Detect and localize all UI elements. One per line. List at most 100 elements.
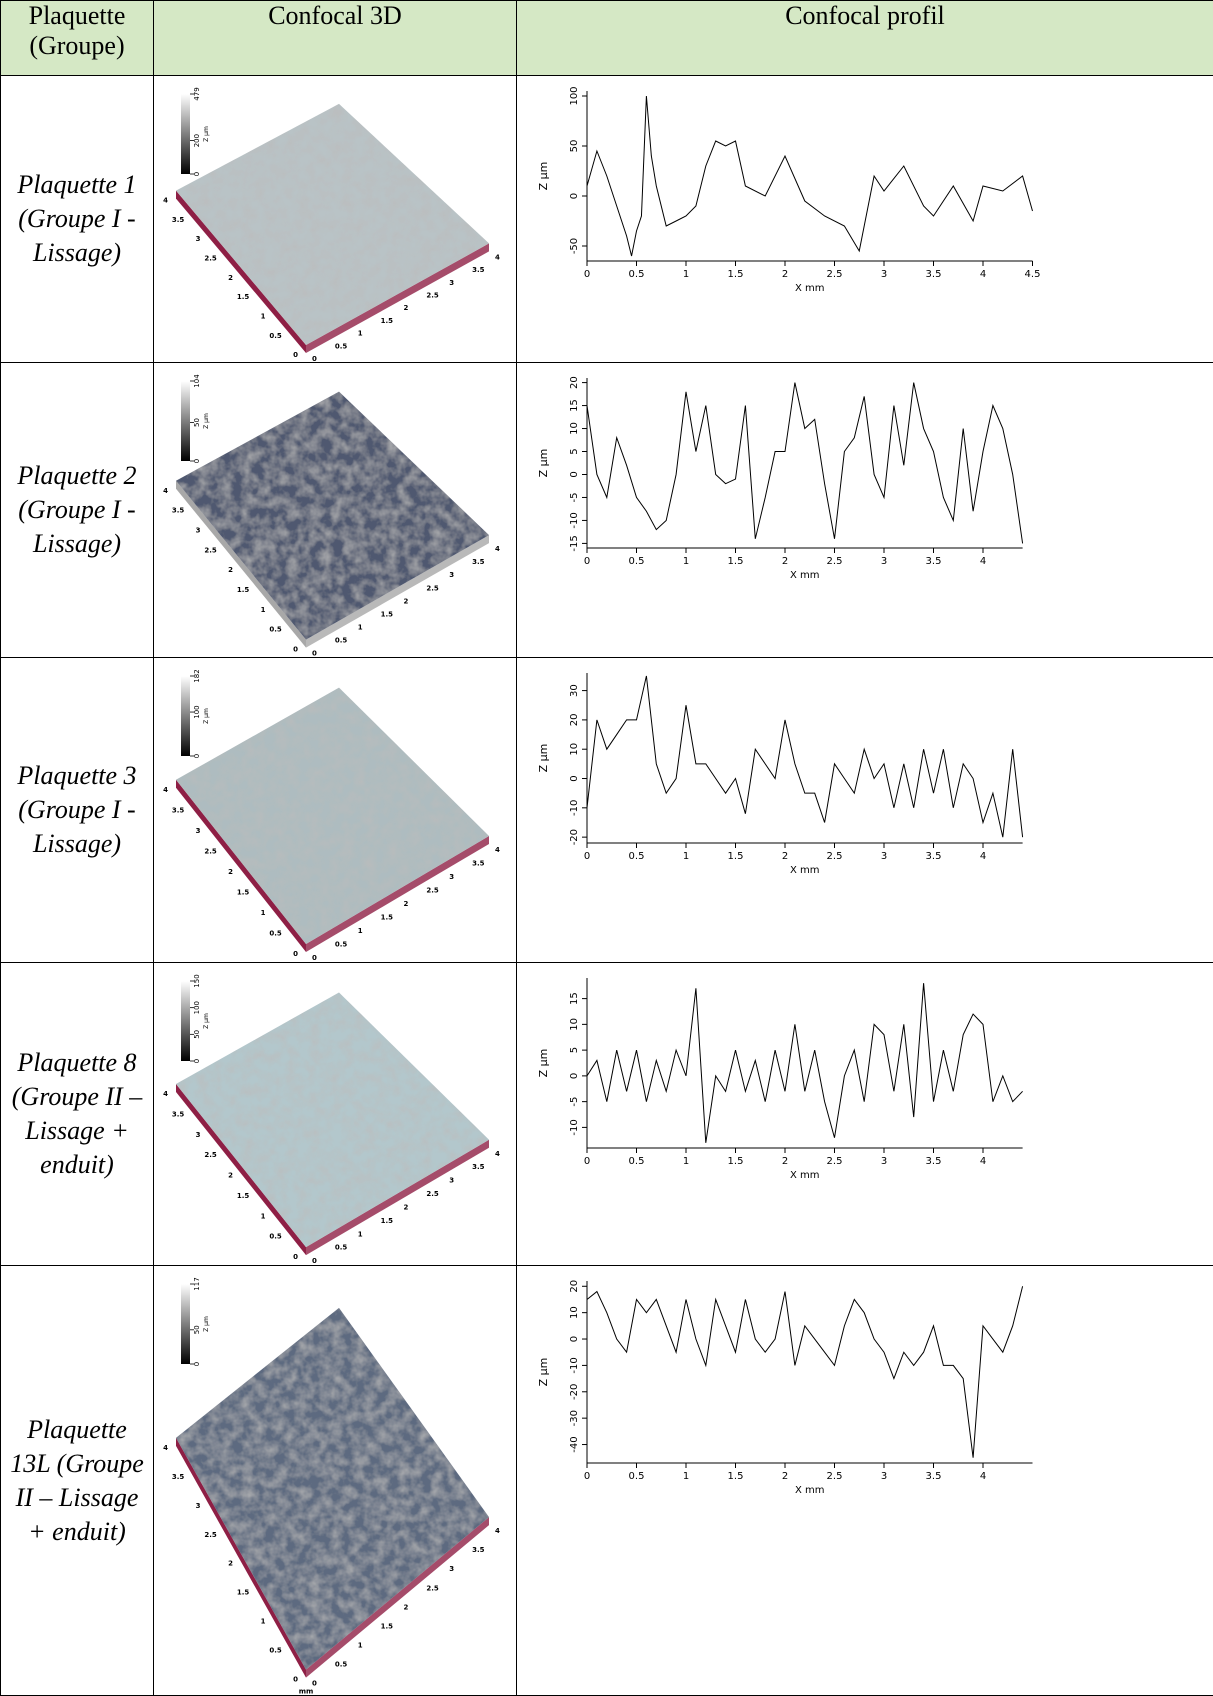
axis-tick-label: 0.5 — [269, 332, 282, 340]
x-tick-label: 0.5 — [629, 1471, 645, 1482]
colorbar-label: 182 — [193, 669, 201, 682]
axis-tick-label: 0.5 — [269, 626, 282, 634]
colorbar-label: 150 — [193, 974, 201, 987]
y-tick-label: 50 — [569, 140, 580, 153]
x-tick-label: 0.5 — [629, 1156, 645, 1167]
axis-tick-label: 1.5 — [237, 1589, 250, 1597]
axis-unit: mm — [299, 1688, 314, 1695]
y-tick-label: -10 — [569, 800, 580, 816]
x-tick-label: 2.5 — [827, 851, 843, 862]
colorbar — [181, 94, 190, 174]
y-tick-label: 20 — [569, 714, 580, 727]
x-axis-title: X mm — [795, 1485, 825, 1496]
x-tick-label: 3 — [881, 1471, 887, 1482]
x-tick-label: 1.5 — [728, 1156, 744, 1167]
axis-tick-label: 0 — [312, 355, 317, 362]
colorbar-label: 0 — [193, 1362, 201, 1366]
y-tick-label: -10 — [569, 1119, 580, 1135]
axis-tick-label: 2 — [404, 304, 409, 312]
axis-tick-label: 0 — [293, 1676, 298, 1684]
x-tick-label: 0.5 — [629, 269, 645, 280]
axis-tick-label: 3.5 — [472, 859, 485, 867]
axis-tick-label: 2 — [404, 1603, 409, 1611]
axis-tick-label: 4 — [163, 1444, 168, 1452]
x-axis-title: X mm — [790, 570, 820, 581]
axis-tick-label: 1 — [261, 606, 266, 614]
y-tick-label: 0 — [569, 1073, 580, 1079]
profile-line — [587, 96, 1033, 256]
y-tick-label: 5 — [569, 1047, 580, 1053]
axis-tick-label: 1 — [261, 1618, 266, 1626]
x-tick-label: 3.5 — [926, 1156, 942, 1167]
x-tick-label: 4 — [980, 269, 986, 280]
colorbar-title: Z µm — [203, 1013, 210, 1029]
y-tick-label: -10 — [569, 1357, 580, 1373]
y-tick-label: 20 — [569, 376, 580, 389]
axis-tick-label: 4 — [495, 1527, 500, 1535]
axis-tick-label: 1 — [358, 1641, 363, 1649]
colorbar-label: 0 — [193, 459, 201, 463]
y-axis-title: Z µm — [537, 744, 550, 773]
axis-tick-label: 3.5 — [472, 1546, 485, 1554]
x-tick-label: 0.5 — [629, 851, 645, 862]
x-axis-title: X mm — [790, 865, 820, 876]
y-tick-label: -5 — [569, 1097, 580, 1107]
profile-line — [587, 676, 1023, 837]
axis-tick-label: 3.5 — [172, 806, 185, 814]
x-tick-label: 3.5 — [926, 1471, 942, 1482]
row: Plaquette 8 (Groupe II – Lissage + endui… — [1, 963, 1213, 1266]
x-tick-label: 2 — [782, 556, 788, 567]
y-tick-label: -10 — [569, 512, 580, 528]
surface-top — [176, 104, 489, 345]
axis-tick-label: 2 — [228, 1172, 233, 1180]
x-tick-label: 3.5 — [926, 851, 942, 862]
y-tick-label: 15 — [569, 992, 580, 1005]
colorbar-label: 104 — [193, 374, 201, 388]
axis-tick-label: 0 — [312, 1680, 317, 1688]
axis-tick-label: 3.5 — [172, 216, 185, 224]
axis-tick-label: 3 — [449, 1177, 454, 1185]
y-tick-label: -15 — [569, 535, 580, 551]
axis-tick-label: 1 — [358, 1230, 363, 1238]
y-tick-label: 10 — [569, 422, 580, 435]
y-tick-label: 10 — [569, 743, 580, 756]
axis-tick-label: 4 — [163, 197, 168, 205]
colorbar-label: 50 — [193, 418, 201, 427]
x-tick-label: 0 — [584, 269, 590, 280]
x-tick-label: 3 — [881, 556, 887, 567]
surface-top — [176, 688, 489, 944]
axis-tick-label: 2 — [228, 1560, 233, 1568]
x-tick-label: 4 — [980, 556, 986, 567]
axis-tick-label: 1.5 — [381, 1217, 394, 1225]
y-tick-label: -40 — [569, 1436, 580, 1452]
axis-tick-label: 2.5 — [204, 546, 217, 554]
axis-tick-label: 2 — [404, 1203, 409, 1211]
axis-tick-label: 1.5 — [237, 888, 250, 896]
x-tick-label: 1.5 — [728, 1471, 744, 1482]
header-cell: Plaquette (Groupe) — [1, 1, 154, 76]
axis-tick-label: 0.5 — [335, 940, 348, 948]
x-tick-label: 1.5 — [728, 269, 744, 280]
y-tick-label: 30 — [569, 684, 580, 697]
axis-tick-label: 2.5 — [204, 1531, 217, 1539]
y-tick-label: 0 — [569, 471, 580, 477]
axis-tick-label: 2.5 — [426, 1190, 439, 1198]
y-axis-title: Z µm — [537, 162, 550, 191]
header-cell: Confocal profil — [517, 1, 1213, 76]
axis-tick-label: 4 — [163, 786, 168, 794]
label-cell: Plaquette 3 (Groupe I - Lissage) — [1, 658, 154, 963]
x-tick-label: 1 — [683, 556, 689, 567]
sample-label: Plaquette 13L (Groupe II – Lissage + end… — [1, 1413, 153, 1549]
axis-tick-label: 3.5 — [172, 1110, 185, 1118]
header-row: Plaquette (Groupe) Confocal 3D Confocal … — [1, 1, 1213, 76]
x-tick-label: 3 — [881, 851, 887, 862]
